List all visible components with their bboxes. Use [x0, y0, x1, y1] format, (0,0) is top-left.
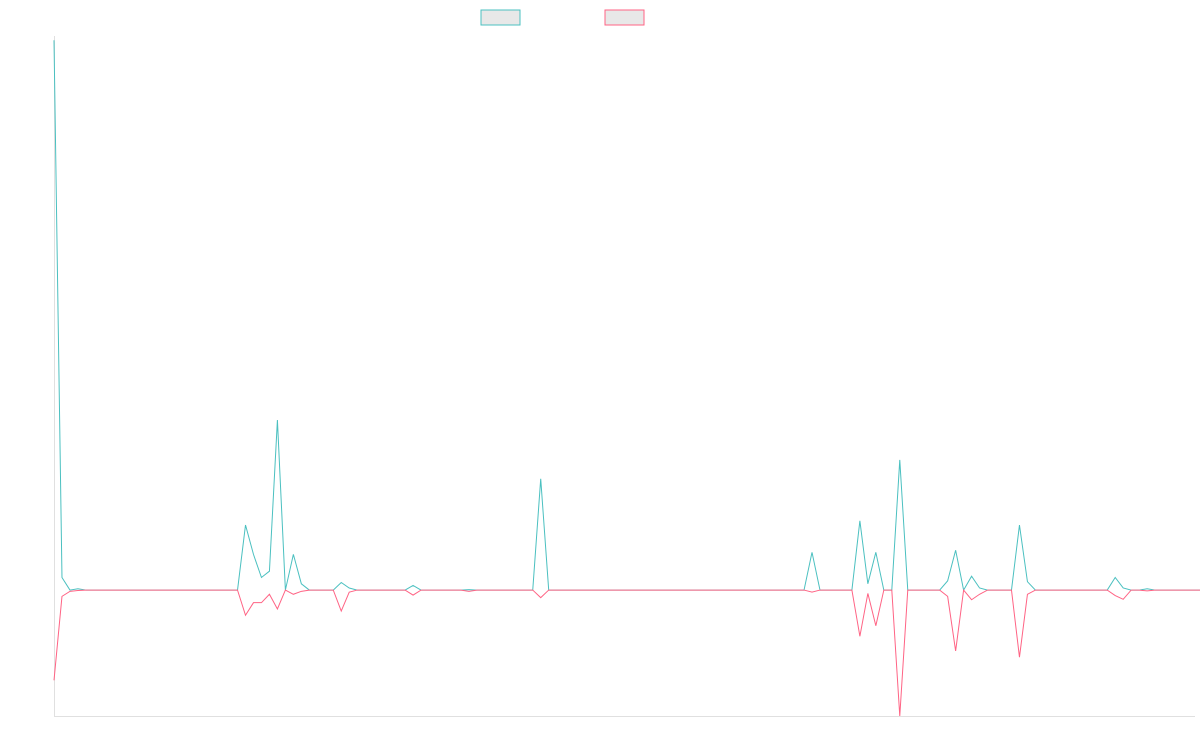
- series-line-2[interactable]: [53, 588, 1200, 717]
- series-layer: [53, 40, 1200, 717]
- series-line-1[interactable]: [53, 40, 1200, 592]
- legend-swatch-series-1[interactable]: [480, 9, 521, 26]
- legend-swatch-series-2[interactable]: [604, 9, 645, 26]
- legend: [480, 9, 645, 26]
